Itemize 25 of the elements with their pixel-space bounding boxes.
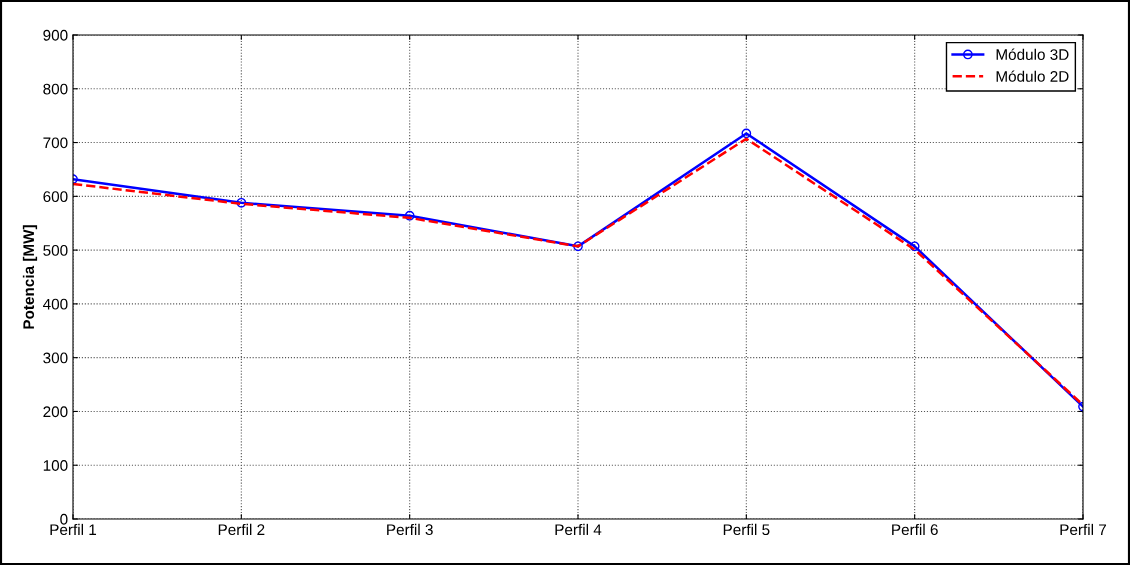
- x-tick-label: Perfil 3: [387, 523, 433, 536]
- y-tick-label: 700: [43, 137, 68, 149]
- x-tick-label: Perfil 4: [555, 523, 602, 536]
- point: [741, 128, 752, 139]
- x-tick-label: Perfil 1: [50, 523, 97, 536]
- y-tick-label: 500: [43, 244, 68, 256]
- legend-label: Módulo 2D: [996, 70, 1069, 82]
- y-tick-label: 200: [43, 406, 68, 418]
- y-tick-label: 300: [43, 352, 68, 364]
- y-tick-label: 900: [43, 29, 68, 41]
- y-tick-label: 800: [43, 83, 68, 95]
- point: [404, 210, 415, 221]
- point: [573, 241, 583, 252]
- x-tick-label: Perfil 2: [218, 523, 265, 536]
- point: [236, 197, 247, 208]
- x-tick-label: Perfil 5: [723, 523, 770, 536]
- y-axis-title: Potencia [MW]: [22, 225, 38, 329]
- point: [909, 241, 920, 252]
- y-tick-label: 400: [43, 298, 68, 310]
- x-tick-label: Perfil 7: [1060, 523, 1107, 536]
- y-tick-label: 0: [60, 513, 68, 525]
- y-tick-label: 100: [43, 460, 68, 471]
- y-tick-label: 600: [43, 191, 68, 203]
- legend-label: Módulo 3D: [996, 48, 1069, 60]
- x-tick-label: Perfil 6: [892, 523, 938, 536]
